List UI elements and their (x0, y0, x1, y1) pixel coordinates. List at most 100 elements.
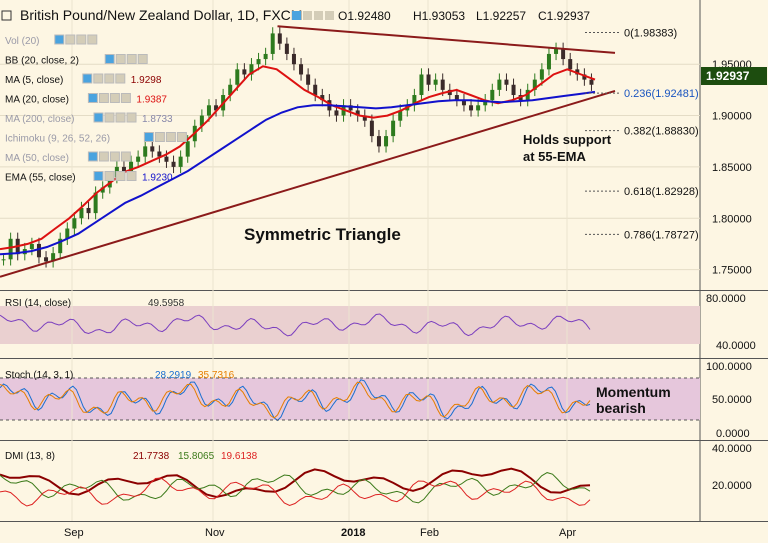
eye-icon[interactable] (93, 171, 104, 181)
header-icon[interactable] (303, 11, 312, 20)
settings-icon[interactable] (115, 54, 126, 64)
candle-body (79, 207, 84, 219)
indicator-label[interactable]: Ichimoku (9, 26, 52, 26) (5, 134, 110, 145)
indicator-legend: Vol (20) BB (20, close, 2) MA (5, close) 1.… (5, 34, 187, 184)
fib-label: 0(1.98383) (624, 27, 677, 39)
candle-body (454, 95, 459, 101)
candle-body (72, 218, 77, 229)
x-tick-label: Nov (205, 527, 225, 539)
indicator-label[interactable]: MA (50, close) (5, 153, 69, 164)
settings-icon[interactable] (126, 171, 137, 181)
candle-body (369, 120, 374, 137)
eye-icon[interactable] (143, 132, 154, 142)
candle-body (419, 74, 424, 96)
support-annotation-2: at 55-EMA (523, 149, 586, 164)
settings-icon[interactable] (120, 93, 131, 103)
eye-icon[interactable] (54, 34, 65, 45)
stoch-tick-0: 0.0000 (716, 428, 750, 440)
indicator-label[interactable]: MA (5, close) (5, 75, 63, 86)
candle-body (65, 228, 70, 239)
candle-body (461, 100, 466, 106)
settings-icon[interactable] (154, 132, 165, 142)
candle-body (334, 110, 339, 116)
ohlc-open: O1.92480 (338, 9, 391, 23)
candle-body (532, 79, 537, 90)
support-annotation-1: Holds support (523, 132, 612, 147)
settings-icon[interactable] (115, 112, 126, 123)
price-axis[interactable] (700, 0, 768, 543)
indicator-label[interactable]: Vol (20) (5, 36, 39, 47)
indicator-label[interactable]: MA (20, close) (5, 95, 69, 106)
candle-body (164, 156, 169, 162)
candle-body (320, 95, 325, 101)
indicator-value: 1.9230 (142, 173, 173, 184)
candle-body (284, 43, 289, 54)
dmi-minus-value: 19.6138 (221, 451, 258, 462)
settings-icon[interactable] (104, 112, 115, 123)
eye-icon[interactable] (82, 73, 93, 84)
collapse-icon[interactable] (1, 10, 12, 21)
ohlc-high: H1.93053 (413, 9, 465, 23)
candle-body (228, 84, 233, 96)
stoch-band (0, 378, 700, 420)
indicator-label[interactable]: MA (200, close) (5, 114, 74, 125)
stoch-label: Stoch (14, 3, 1) (5, 370, 73, 381)
candle-body (306, 74, 311, 85)
x-tick-label: Feb (420, 527, 439, 539)
fib-levels: 0(1.98383) 0.236(1.92481) 0.382(1.88830) 0.… (585, 27, 699, 241)
candle-body (582, 74, 587, 80)
candle-body (51, 253, 56, 262)
candle-body (299, 64, 304, 75)
settings-icon[interactable] (65, 34, 76, 45)
settings-icon[interactable] (176, 132, 187, 142)
candle-body (235, 69, 240, 85)
candle-body (93, 192, 98, 214)
settings-icon[interactable] (115, 73, 126, 84)
settings-icon[interactable] (115, 171, 126, 181)
settings-icon[interactable] (98, 151, 109, 162)
candle-body (277, 33, 282, 44)
trendline-lower (0, 89, 616, 278)
candle-body (249, 64, 254, 75)
settings-icon[interactable] (104, 73, 115, 84)
settings-icon[interactable] (120, 151, 131, 162)
indicator-label[interactable]: BB (20, close, 2) (5, 56, 79, 67)
settings-icon[interactable] (165, 132, 176, 142)
candle-body (270, 33, 275, 54)
header-icon[interactable] (314, 11, 323, 20)
y-tick-label: 1.85000 (712, 162, 752, 174)
candle-body (58, 238, 63, 254)
fib-label: 0.382(1.88830) (624, 126, 699, 138)
settings-icon[interactable] (104, 171, 115, 181)
settings-icon[interactable] (109, 93, 120, 103)
indicator-value: 1.8733 (142, 114, 173, 125)
ohlc-close: C1.92937 (538, 9, 590, 23)
settings-icon[interactable] (98, 93, 109, 103)
settings-icon[interactable] (109, 151, 120, 162)
settings-icon[interactable] (87, 34, 98, 45)
settings-icon[interactable] (137, 54, 148, 64)
eye-icon[interactable] (87, 93, 98, 103)
candle-body (376, 136, 381, 147)
candle-body (199, 115, 204, 126)
candle-body (469, 105, 474, 111)
header-icon[interactable] (325, 11, 334, 20)
settings-icon[interactable] (76, 34, 87, 45)
candle-body (398, 110, 403, 121)
eye-icon[interactable] (104, 54, 115, 64)
settings-icon[interactable] (126, 112, 137, 123)
header-icon-group[interactable] (292, 11, 334, 20)
header-icon[interactable] (292, 11, 301, 20)
eye-icon[interactable] (93, 112, 104, 123)
indicator-label[interactable]: EMA (55, close) (5, 173, 76, 184)
candle-body (129, 161, 134, 173)
candle-body (44, 257, 49, 262)
x-tick-label: Sep (64, 527, 84, 539)
eye-icon[interactable] (87, 151, 98, 162)
settings-icon[interactable] (126, 54, 137, 64)
candle-body (546, 53, 551, 70)
settings-icon[interactable] (93, 73, 104, 84)
fib-label: 0.618(1.82928) (624, 186, 699, 198)
candle-body (86, 207, 91, 214)
